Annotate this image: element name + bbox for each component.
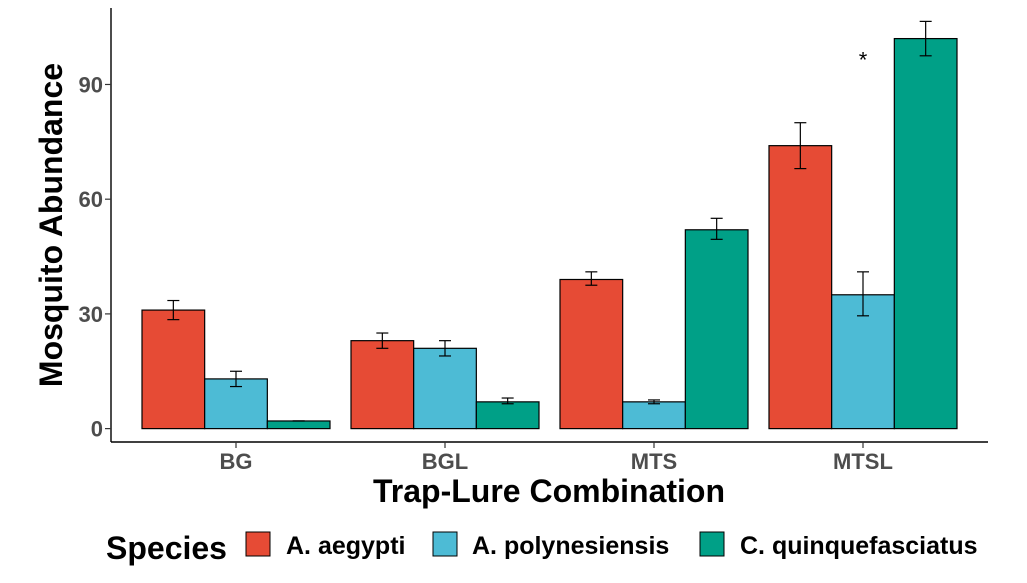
annotations: * <box>859 48 868 73</box>
y-axis-title: Mosquito Abundance <box>33 63 69 387</box>
legend-swatch-aegypti <box>245 531 271 557</box>
error-bar-mtsl-c-quinquefasciatus <box>919 20 932 57</box>
error-bar-bgl-a-aegypti <box>376 332 389 349</box>
error-bar-mts-c-quinquefasciatus <box>710 217 723 240</box>
error-bar-mts-a-polynesiensis <box>648 399 660 405</box>
legend-label-aegypti: A. aegypti <box>286 532 405 560</box>
legend-label-polynesiensis: A. polynesiensis <box>472 532 669 560</box>
significance-marker: * <box>859 48 868 73</box>
error-bars <box>167 20 932 422</box>
error-bar-bg-a-aegypti <box>167 299 180 321</box>
y-tick-label: 90 <box>79 72 103 97</box>
x-tick-label: BGL <box>422 449 468 474</box>
bar-mtsl-a-polynesiensis <box>831 294 895 430</box>
bar-mts-a-polynesiensis <box>622 401 686 430</box>
error-bar-mts-a-aegypti <box>585 271 598 286</box>
x-axis-title: Trap-Lure Combination <box>373 473 725 509</box>
y-tick-label: 60 <box>79 187 103 212</box>
bar-mtsl-a-aegypti <box>768 145 833 430</box>
bar-mtsl-c-quinquefasciatus <box>893 37 958 430</box>
legend-swatch-quinquefasciatus <box>699 531 725 557</box>
y-tick-label: 30 <box>79 302 103 327</box>
x-tick-label: BG <box>220 449 253 474</box>
bar-bg-a-aegypti <box>141 309 206 430</box>
bar-bgl-a-aegypti <box>350 340 415 430</box>
axes <box>110 8 988 443</box>
bar-bgl-a-polynesiensis <box>413 347 477 430</box>
bar-mts-a-aegypti <box>559 278 624 430</box>
bar-bgl-c-quinquefasciatus <box>475 401 540 430</box>
x-tick-label: MTSL <box>833 449 893 474</box>
error-bar-bg-a-polynesiensis <box>230 370 242 388</box>
legend-label-quinquefasciatus: C. quinquefasciatus <box>740 532 978 560</box>
legend-title: Species <box>106 530 227 566</box>
error-bar-mtsl-a-aegypti <box>794 122 807 170</box>
bar-mts-c-quinquefasciatus <box>684 229 749 430</box>
bar-bg-c-quinquefasciatus <box>266 420 331 430</box>
error-bar-mtsl-a-polynesiensis <box>857 271 869 317</box>
error-bar-bgl-a-polynesiensis <box>439 340 451 357</box>
y-ticks: 0 30 60 90 <box>79 72 111 442</box>
error-bar-bgl-c-quinquefasciatus <box>501 397 514 405</box>
x-tick-label: MTS <box>631 449 677 474</box>
y-tick-label: 0 <box>91 417 103 442</box>
legend: Species A. aegypti A. polynesiensis C. q… <box>106 530 978 566</box>
legend-swatch-polynesiensis <box>432 531 458 557</box>
x-ticks: BG BGL MTS MTSL <box>220 442 893 474</box>
bars <box>141 37 958 430</box>
bar-bg-a-polynesiensis <box>204 378 268 430</box>
